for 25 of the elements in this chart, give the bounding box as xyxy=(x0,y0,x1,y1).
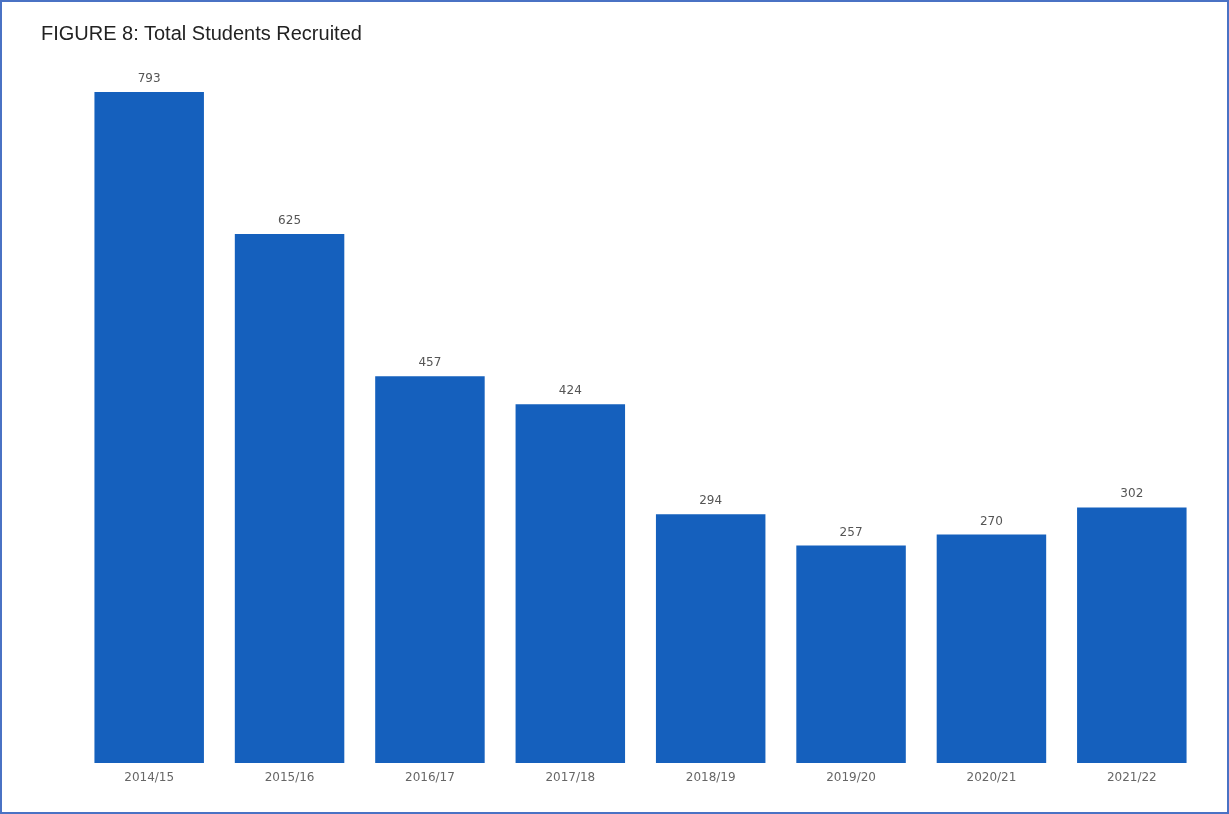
x-tick-label: 2019/20 xyxy=(826,770,876,784)
data-label: 424 xyxy=(558,383,582,398)
x-tick-label: 2017/18 xyxy=(545,770,596,784)
bar xyxy=(234,234,345,763)
data-label: 457 xyxy=(418,355,442,370)
bar xyxy=(655,514,766,763)
x-tick-label: 2014/15 xyxy=(124,770,175,784)
x-tick-label: 2016/17 xyxy=(405,770,455,784)
data-label: 257 xyxy=(839,524,863,539)
bar xyxy=(1077,507,1187,763)
chart-title: FIGURE 8: Total Students Recruited xyxy=(41,22,362,44)
data-label: 625 xyxy=(278,213,302,228)
x-tick-label: 2020/21 xyxy=(966,770,1017,784)
bar xyxy=(936,534,1047,763)
bar xyxy=(94,91,204,763)
bar xyxy=(375,376,485,763)
data-label: 294 xyxy=(699,493,723,508)
x-tick-label: 2018/19 xyxy=(685,770,736,784)
bar xyxy=(515,404,626,763)
data-label: 270 xyxy=(979,513,1003,528)
x-tick-label: 2015/16 xyxy=(264,770,315,784)
bar xyxy=(796,545,906,763)
x-tick-label: 2021/22 xyxy=(1106,770,1157,784)
data-label: 302 xyxy=(1120,486,1144,501)
data-label: 793 xyxy=(137,70,161,85)
